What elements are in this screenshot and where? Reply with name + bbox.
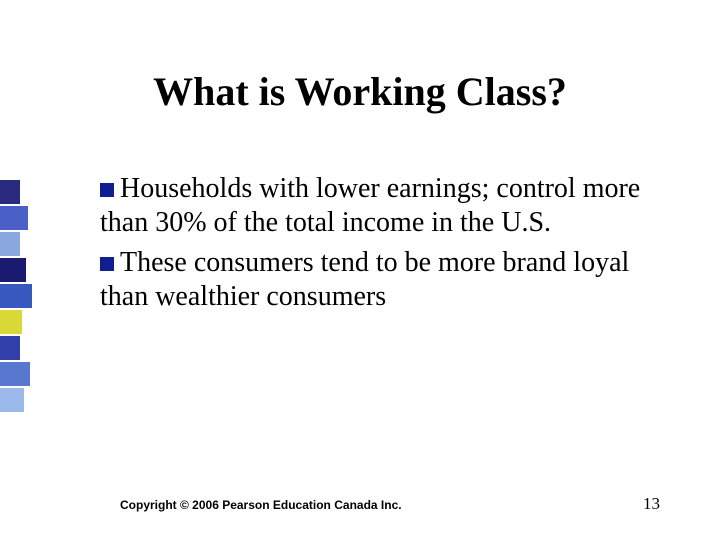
sidebar-block (0, 310, 22, 334)
sidebar-block (0, 258, 26, 282)
bullet-square-icon (100, 257, 114, 271)
bullet-item: Households with lower earnings; control … (100, 172, 670, 240)
sidebar-block (0, 232, 20, 256)
sidebar-block (0, 206, 28, 230)
sidebar-block (0, 388, 24, 412)
page-number: 13 (643, 494, 660, 514)
bullet-item: These consumers tend to be more brand lo… (100, 246, 670, 314)
bullet-text: Households with lower earnings; control … (100, 173, 640, 238)
sidebar-block (0, 180, 20, 204)
slide-body: Households with lower earnings; control … (100, 172, 670, 321)
bullet-square-icon (100, 183, 114, 197)
slide: What is Working Class? Households with l… (0, 0, 720, 540)
sidebar-block (0, 336, 20, 360)
footer-copyright: Copyright © 2006 Pearson Education Canad… (120, 498, 402, 512)
bullet-text: These consumers tend to be more brand lo… (100, 247, 629, 312)
sidebar-block (0, 284, 32, 308)
sidebar-decoration (0, 180, 40, 414)
sidebar-block (0, 362, 30, 386)
slide-title: What is Working Class? (0, 68, 720, 115)
